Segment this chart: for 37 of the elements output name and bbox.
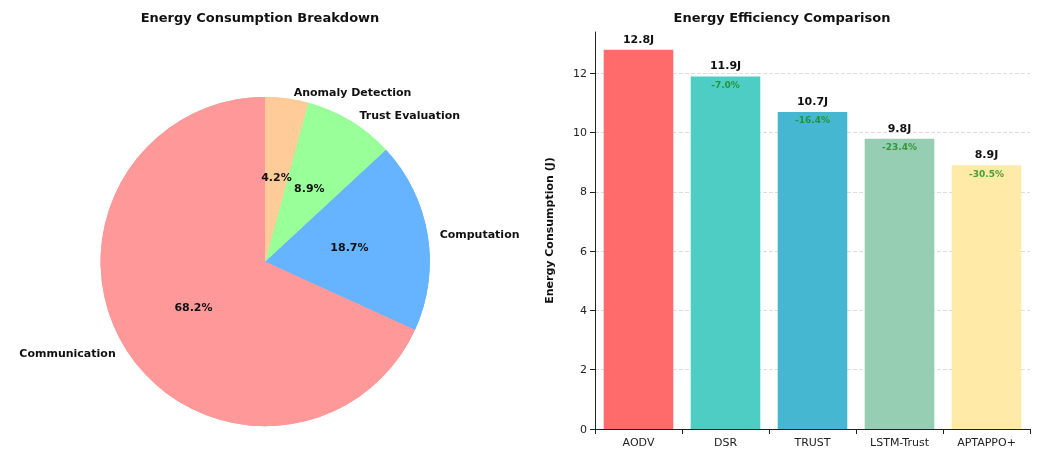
slice-label: Trust Evaluation xyxy=(359,109,461,123)
y-axis-title: Energy Consumption (J) xyxy=(543,157,556,304)
data-label: 12.8J xyxy=(622,32,655,46)
y-tick-label: 2 xyxy=(580,363,587,377)
x-tick-label: DSR xyxy=(713,436,738,449)
bar xyxy=(603,49,674,429)
annotation: -7.0% xyxy=(711,79,740,90)
y-tick-label: 8 xyxy=(580,185,587,199)
data-label: 18.7% xyxy=(330,241,369,255)
x-tick-label: LSTM-Trust xyxy=(870,436,930,449)
slice-label: Computation xyxy=(439,227,520,241)
chart-title: Energy Efficiency Comparison xyxy=(673,10,891,25)
data-label: 4.2% xyxy=(261,170,292,184)
y-tick-label: 10 xyxy=(573,126,587,140)
annotation: -30.5% xyxy=(969,168,1004,179)
bar xyxy=(951,165,1022,429)
x-tick-label: APTAPPO+ xyxy=(957,436,1016,449)
slice-label: Communication xyxy=(19,347,116,361)
y-tick-label: 12 xyxy=(573,66,587,80)
annotation: -23.4% xyxy=(882,142,917,153)
y-tick-label: 4 xyxy=(580,303,587,317)
data-label: 9.8J xyxy=(887,121,912,135)
y-tick-label: 6 xyxy=(580,244,587,258)
bar xyxy=(864,138,935,429)
annotation: -16.4% xyxy=(795,115,830,126)
bar xyxy=(777,111,848,429)
data-label: 11.9J xyxy=(709,59,742,73)
slice-label: Anomaly Detection xyxy=(293,85,412,99)
x-tick-label: AODV xyxy=(622,436,655,449)
chart-title: Energy Consumption Breakdown xyxy=(140,10,380,25)
x-tick-label: TRUST xyxy=(793,436,831,449)
data-label: 8.9J xyxy=(974,148,999,162)
data-label: 10.7J xyxy=(796,94,829,108)
y-tick-label: 0 xyxy=(580,422,587,436)
bar xyxy=(690,76,761,429)
data-label: 68.2% xyxy=(174,301,213,315)
data-label: 8.9% xyxy=(294,182,325,196)
